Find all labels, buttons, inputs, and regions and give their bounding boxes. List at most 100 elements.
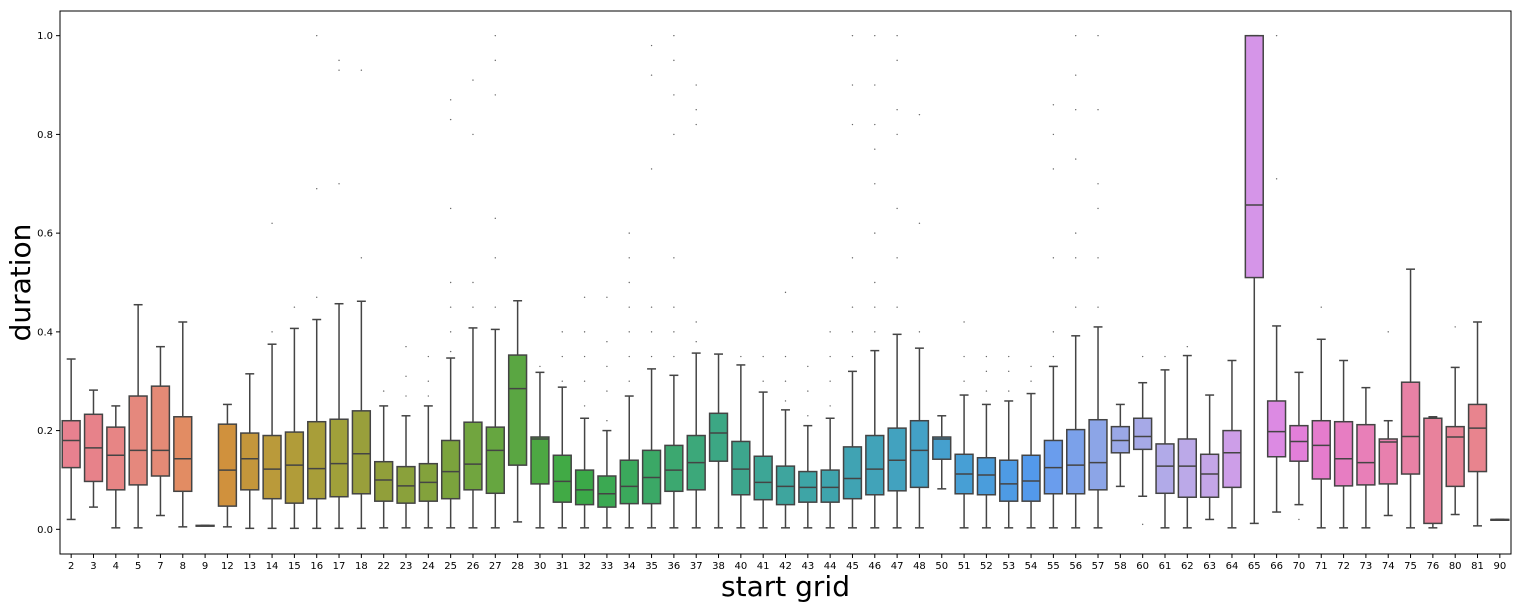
outlier-point <box>896 34 898 37</box>
box-group-12 <box>217 403 238 528</box>
box-group-4 <box>106 405 126 529</box>
x-tick-label: 56 <box>1069 561 1082 572</box>
iqr-box <box>262 434 282 500</box>
outlier-point <box>1141 355 1144 358</box>
outlier-point <box>762 380 764 382</box>
outlier-point <box>829 380 831 382</box>
outlier-point <box>628 281 630 284</box>
outlier-point <box>851 84 854 86</box>
iqr-box <box>865 434 885 496</box>
outlier-point <box>1097 183 1099 185</box>
x-tick-label: 31 <box>556 561 569 572</box>
outlier-point <box>1052 355 1055 358</box>
x-tick-label: 66 <box>1270 561 1283 572</box>
x-tick-label: 90 <box>1493 561 1506 572</box>
y-tick-label: 1.0 <box>37 31 53 42</box>
outlier-point <box>449 118 452 121</box>
outlier-point <box>494 94 496 96</box>
outlier-point <box>427 355 430 358</box>
outlier-point <box>673 34 675 37</box>
outlier-point <box>449 331 452 333</box>
outlier-point <box>829 405 831 407</box>
x-tick-label: 72 <box>1337 561 1350 572</box>
outlier-point <box>1186 345 1189 348</box>
iqr-box <box>775 465 796 506</box>
outlier-point <box>360 69 363 71</box>
outlier-point <box>628 331 630 333</box>
iqr-box <box>842 446 863 500</box>
iqr-box <box>1378 438 1398 485</box>
iqr-box <box>307 420 327 500</box>
iqr-box <box>396 465 416 504</box>
x-tick-label: 28 <box>511 561 524 572</box>
box-group-90 <box>1490 518 1510 521</box>
x-tick-label: 33 <box>601 561 614 572</box>
iqr-box <box>1423 417 1443 525</box>
box-group-7 <box>150 345 171 517</box>
outlier-point <box>695 123 697 126</box>
box-group-30 <box>530 365 550 529</box>
x-tick-label: 64 <box>1226 561 1239 572</box>
outlier-point <box>1075 257 1077 259</box>
box-group-42 <box>775 291 796 529</box>
outlier-point <box>1030 365 1032 368</box>
iqr-box <box>507 354 528 466</box>
outlier-point <box>673 133 675 136</box>
iqr-box <box>976 456 997 496</box>
x-tick-label: 3 <box>90 561 96 572</box>
outlier-point <box>1275 34 1278 37</box>
box-group-74 <box>1378 331 1398 517</box>
box-group-53 <box>999 355 1019 529</box>
iqr-box <box>619 459 639 505</box>
x-tick-label: 42 <box>779 561 792 572</box>
outlier-point <box>1052 257 1055 259</box>
iqr-box <box>664 444 684 493</box>
outlier-point <box>316 296 318 299</box>
box-group-13 <box>240 373 260 530</box>
iqr-box <box>240 432 260 491</box>
outlier-point <box>1097 257 1099 259</box>
x-tick-label: 30 <box>534 561 547 572</box>
x-tick-label: 35 <box>645 561 658 572</box>
outlier-point <box>784 380 787 382</box>
iqr-box <box>574 469 595 506</box>
box-group-63 <box>1199 394 1220 521</box>
x-tick-label: 57 <box>1092 561 1105 572</box>
outlier-point <box>784 291 787 294</box>
x-tick-label: 5 <box>135 561 141 572</box>
box-group-81 <box>1467 321 1488 527</box>
x-tick-label: 22 <box>377 561 390 572</box>
outlier-point <box>1052 331 1055 333</box>
iqr-box <box>485 426 505 495</box>
x-tick-label: 47 <box>891 561 904 572</box>
outlier-point <box>874 123 876 126</box>
outlier-point <box>851 355 854 358</box>
outlier-point <box>1008 355 1010 358</box>
outlier-point <box>1097 34 1099 37</box>
iqr-box <box>820 469 840 503</box>
box-group-41 <box>753 355 773 529</box>
outlier-point <box>628 355 630 358</box>
box-group-26 <box>463 79 483 529</box>
iqr-box <box>597 475 617 508</box>
x-tick-label: 27 <box>489 561 502 572</box>
box-group-57 <box>1088 34 1108 529</box>
outlier-point <box>1097 306 1099 308</box>
outlier-point <box>271 331 273 333</box>
x-tick-label: 17 <box>333 561 346 572</box>
box-group-70 <box>1289 371 1309 521</box>
iqr-box <box>1356 423 1376 486</box>
box-group-37 <box>686 84 706 529</box>
outlier-point <box>673 94 675 96</box>
box-group-61 <box>1155 355 1175 529</box>
iqr-box <box>217 423 238 507</box>
outlier-point <box>1052 168 1055 170</box>
x-tick-label: 37 <box>690 561 703 572</box>
outlier-point <box>1320 306 1322 308</box>
iqr-box <box>1289 424 1309 462</box>
iqr-box <box>909 419 930 489</box>
x-tick-label: 62 <box>1181 561 1194 572</box>
x-axis: 2 3 4 5 7 8 9 12 13 14 15 16 17 18 22 23 24 25 26 27 28 30 31 3… <box>68 554 1506 572</box>
x-tick-label: 65 <box>1248 561 1261 572</box>
iqr-box <box>463 421 483 491</box>
